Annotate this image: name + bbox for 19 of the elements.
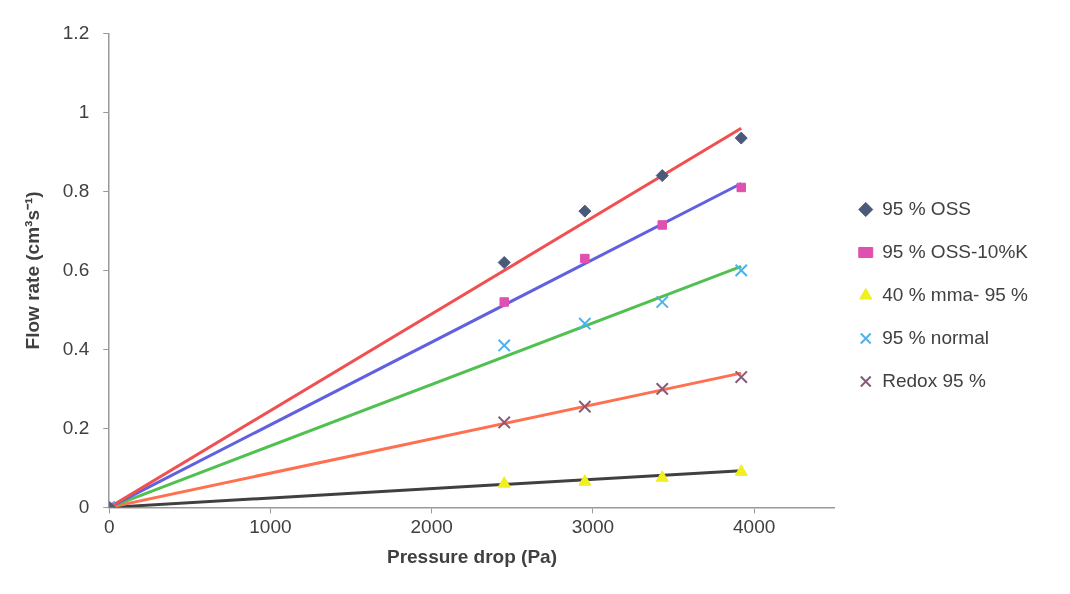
y-tick-label: 0.2 bbox=[62, 416, 90, 438]
y-tick-label: 0 bbox=[78, 495, 90, 517]
y-tick-label: 0.6 bbox=[62, 258, 90, 280]
x-tick-label: 2000 bbox=[410, 516, 453, 538]
y-tick-label: 0.8 bbox=[62, 179, 90, 201]
x-tick-label: 3000 bbox=[571, 516, 615, 538]
legend-label: 40 % mma- 95 % bbox=[882, 283, 1029, 305]
x-tick-label: 0 bbox=[103, 516, 115, 538]
y-tick-label: 0.4 bbox=[62, 337, 90, 359]
legend-label: Redox 95 % bbox=[882, 369, 986, 391]
legend-label: 95 % OSS-10%K bbox=[882, 240, 1029, 262]
legend-label: 95 % OSS bbox=[882, 197, 971, 219]
legend-label: 95 % normal bbox=[882, 326, 989, 348]
y-tick-label: 1 bbox=[78, 100, 90, 122]
x-tick-label: 4000 bbox=[733, 516, 776, 538]
y-tick-label: 1.2 bbox=[62, 21, 90, 43]
x-axis-title: Pressure drop (Pa) bbox=[386, 545, 557, 567]
y-axis-title: Flow rate (cm³s⁻¹) bbox=[21, 191, 43, 350]
x-tick-label: 1000 bbox=[249, 516, 292, 538]
